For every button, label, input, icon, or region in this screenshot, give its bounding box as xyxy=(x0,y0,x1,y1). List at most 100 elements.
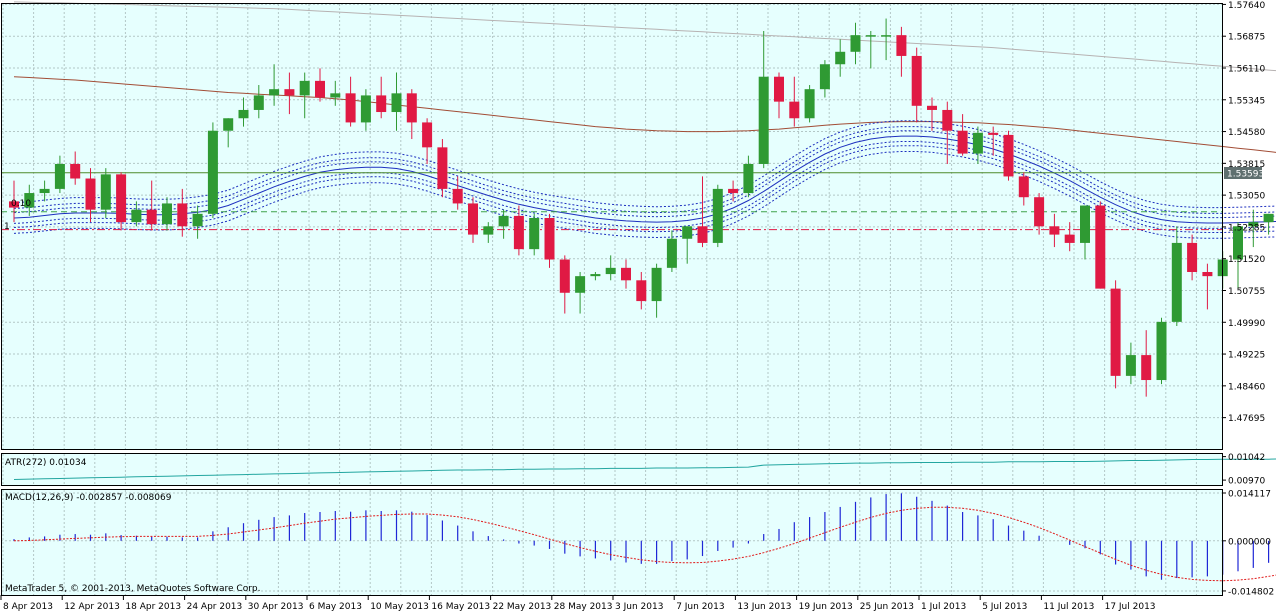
candle-body xyxy=(238,109,249,119)
x-tick-label: 8 Apr 2013 xyxy=(3,602,53,612)
candle-body xyxy=(468,203,478,235)
x-tick-label: 5 Jul 2013 xyxy=(982,602,1027,612)
candle-body xyxy=(758,76,769,164)
candle-body xyxy=(559,259,570,293)
candle-body xyxy=(1141,355,1152,381)
ma-blue-path xyxy=(13,135,1276,224)
candle-body xyxy=(911,55,922,106)
candle-body xyxy=(70,163,81,179)
y-tick-label: 1.57640 xyxy=(1228,1,1265,11)
y-tick-label: 1.51520 xyxy=(1228,255,1265,265)
x-tick-label: 13 Jun 2013 xyxy=(737,602,791,612)
x-tick-label: 22 May 2013 xyxy=(493,602,552,612)
candle-body xyxy=(651,267,662,302)
ma-brown-line xyxy=(13,76,1276,153)
candle-body xyxy=(1095,205,1106,289)
x-tick-label: 1 Jul 2013 xyxy=(921,602,966,612)
y-tick-label: 1.55345 xyxy=(1228,96,1265,106)
candle-body xyxy=(1003,134,1014,177)
candle-body xyxy=(865,35,876,37)
macd-y-axis: 0.014117 0.000000 -0.014802 xyxy=(1222,489,1274,597)
candle-body xyxy=(483,226,494,235)
candle-body xyxy=(1064,234,1075,243)
candle-body xyxy=(1187,242,1198,272)
band-lower xyxy=(13,145,1276,233)
y-tick-label: 0.01042 xyxy=(1228,453,1265,463)
candle-body xyxy=(1248,222,1259,227)
candle-body xyxy=(972,132,983,154)
y-tick-label: 0.00970 xyxy=(1228,477,1265,487)
x-tick-label: 25 Jun 2013 xyxy=(860,602,914,612)
candle-body xyxy=(896,35,907,56)
candle-body xyxy=(881,35,892,37)
candle-body xyxy=(666,238,677,268)
hlines xyxy=(1,172,1222,231)
candle-body xyxy=(85,178,96,210)
macd-pane-bg xyxy=(1,489,1222,595)
candle-body xyxy=(1049,226,1060,235)
candle-body xyxy=(315,80,325,98)
candle-body xyxy=(590,274,601,277)
candle-body xyxy=(697,226,708,243)
macd-grid xyxy=(1,490,1222,595)
candle-body xyxy=(774,76,784,102)
y-tick-label: 1.53050 xyxy=(1228,192,1265,202)
left-label-top: 0.10 xyxy=(11,199,31,209)
candle-body xyxy=(162,203,172,225)
candle-body xyxy=(1233,226,1243,260)
candle-body xyxy=(116,174,127,223)
candle-body xyxy=(1171,242,1182,322)
candle-body xyxy=(284,89,295,96)
candle-body xyxy=(1110,288,1121,376)
candle-body xyxy=(819,64,830,90)
left-label-bottom: 1 xyxy=(4,222,10,232)
candle-body xyxy=(728,188,739,194)
candle-body xyxy=(39,188,50,194)
band-upper xyxy=(13,120,1276,209)
candle-body xyxy=(192,213,203,227)
candle-body xyxy=(789,101,800,119)
candle-body xyxy=(636,280,647,302)
x-tick-label: 3 Jun 2013 xyxy=(615,602,663,612)
x-tick-label: 17 Jul 2013 xyxy=(1105,602,1156,612)
x-tick-label: 16 May 2013 xyxy=(431,602,490,612)
y-tick-label: 1.56875 xyxy=(1228,33,1265,43)
candle-body xyxy=(54,163,65,189)
y-tick-label: 1.49225 xyxy=(1228,351,1265,361)
main-y-axis: 1.57640 1.56875 1.56110 1.55345 1.54580 1.538… xyxy=(1222,1,1265,424)
candle-body xyxy=(345,93,356,123)
x-axis: 8 Apr 2013 12 Apr 2013 18 Apr 2013 24 Apr 2… xyxy=(0,595,1156,612)
candle-body xyxy=(529,217,540,250)
atr-pane-bg xyxy=(1,453,1222,485)
candle-body xyxy=(513,215,524,250)
candle-body xyxy=(269,89,280,96)
candle-body xyxy=(1125,355,1136,376)
x-tick-label: 11 Jul 2013 xyxy=(1043,602,1094,612)
candle-body xyxy=(422,122,433,148)
candle-body xyxy=(437,147,448,189)
candle-body xyxy=(253,95,264,110)
band-lower xyxy=(13,151,1276,239)
macd-signal-path xyxy=(13,506,1276,582)
candle-body xyxy=(360,95,371,123)
y-tick-label: 1.49990 xyxy=(1228,319,1265,329)
y-tick-label: 1.52285 xyxy=(1228,223,1265,233)
candle-body xyxy=(835,51,846,65)
atr-label: ATR(272) 0.01034 xyxy=(5,458,87,468)
candle-body xyxy=(1080,205,1090,243)
atr-y-axis: 0.01042 0.00970 xyxy=(1222,453,1265,487)
candle-body xyxy=(712,188,723,243)
x-tick-label: 18 Apr 2013 xyxy=(125,602,181,612)
candle-body xyxy=(1202,271,1213,277)
y-tick-label: 0.000000 xyxy=(1228,537,1271,547)
ma-brown-path xyxy=(13,76,1276,153)
y-tick-label: 1.53815 xyxy=(1228,160,1265,170)
y-tick-label: 1.54580 xyxy=(1228,128,1265,138)
candle-body xyxy=(804,89,815,119)
candle-body xyxy=(575,276,586,293)
candle-body xyxy=(406,93,417,123)
candle-body xyxy=(452,188,463,204)
y-tick-label: 1.47695 xyxy=(1228,414,1265,424)
y-tick-label: 1.56110 xyxy=(1228,64,1265,74)
